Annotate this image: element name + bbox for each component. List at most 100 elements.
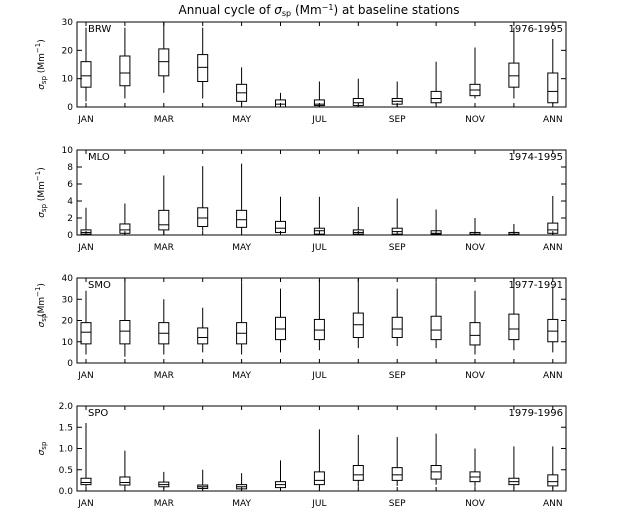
y-tick-label: 0 — [67, 359, 73, 369]
iqr-box — [313, 471, 325, 486]
box-ann — [547, 39, 559, 105]
y-tick-label: 20 — [62, 317, 74, 327]
iqr-box — [119, 223, 131, 234]
y-axis-label: σsp — [37, 313, 48, 327]
y-tick-label: 30 — [62, 18, 74, 28]
iqr-box — [391, 467, 403, 481]
box-dec — [508, 278, 520, 351]
box-mar — [158, 471, 170, 489]
box-oct — [430, 209, 442, 235]
box-jan — [80, 423, 92, 487]
box-apr — [197, 166, 209, 231]
x-tick-label: ANN — [543, 371, 563, 381]
box-sep — [391, 81, 403, 107]
iqr-box — [80, 322, 92, 345]
plot-frame — [76, 149, 567, 236]
box-aug — [352, 206, 364, 235]
x-tick-label: SEP — [389, 243, 406, 253]
iqr-box — [197, 207, 209, 228]
box-apr — [197, 469, 209, 490]
box-aug — [352, 78, 364, 107]
box-oct — [430, 433, 442, 485]
y-tick-label: 20 — [62, 46, 74, 56]
x-tick-label: MAY — [232, 115, 251, 125]
box-may — [236, 473, 248, 491]
box-apr — [197, 27, 209, 99]
period-label: 1979-1996 — [508, 408, 563, 419]
iqr-box — [391, 316, 403, 338]
box-dec — [508, 446, 520, 489]
iqr-box — [430, 315, 442, 341]
x-tick-label: JUL — [311, 115, 326, 125]
y-tick-label: 4 — [67, 197, 73, 207]
panel-brw: 0 10 20 30 JAN MAR MAY JUL SEP NOV ANN BRW 1976-1995… — [34, 18, 567, 125]
x-tick-label: JUL — [311, 499, 326, 509]
box-jun — [275, 288, 286, 353]
y-tick-label: 1.0 — [59, 445, 74, 455]
box-sep — [391, 288, 403, 346]
box-mar — [158, 175, 170, 235]
iqr-box — [508, 62, 520, 88]
x-tick-label: NOV — [465, 371, 486, 381]
plot-frame — [76, 277, 567, 364]
iqr-box — [547, 474, 559, 487]
y-tick-label: 1.5 — [59, 423, 73, 433]
y-axis-unit-label: (Mm−1) — [34, 283, 47, 317]
x-tick-label: JAN — [77, 115, 93, 125]
station-label: BRW — [88, 24, 111, 35]
box-may — [236, 282, 248, 355]
box-oct — [430, 61, 442, 105]
iqr-box — [275, 220, 286, 233]
x-tick-label: NOV — [465, 499, 486, 509]
y-tick-label: 10 — [62, 75, 74, 85]
iqr-box — [313, 318, 325, 341]
panels: 0 10 20 30 JAN MAR MAY JUL SEP NOV ANN BRW 1976-1995… — [34, 18, 567, 509]
x-tick-label: ANN — [543, 243, 563, 253]
period-label: 1976-1995 — [508, 24, 563, 35]
box-nov — [469, 218, 481, 236]
y-tick-label: 2.0 — [59, 402, 74, 412]
iqr-box — [547, 72, 559, 104]
panel-smo: 0 10 20 30 40 JAN MAR MAY JUL SEP NOV ANN SMO 1977-19… — [34, 274, 567, 381]
box-mar — [158, 22, 170, 93]
box-feb — [119, 450, 131, 488]
y-axis-label: σsp (Mm−1) — [34, 167, 48, 218]
y-tick-label: 2 — [67, 214, 73, 224]
box-nov — [469, 290, 481, 355]
box-jun — [275, 92, 286, 108]
box-sep — [391, 198, 403, 235]
iqr-box — [547, 318, 559, 343]
iqr-box — [158, 48, 170, 77]
x-tick-label: NOV — [465, 115, 486, 125]
iqr-box — [469, 322, 481, 346]
box-mar — [158, 299, 170, 355]
x-tick-label: SEP — [389, 115, 406, 125]
x-tick-label: JAN — [77, 371, 93, 381]
iqr-box — [197, 327, 209, 345]
box-jun — [275, 460, 286, 490]
box-may — [236, 67, 248, 105]
station-label: SMO — [88, 280, 111, 291]
iqr-box — [547, 222, 559, 234]
iqr-box — [275, 99, 286, 108]
box-jul — [313, 280, 325, 351]
x-tick-label: JAN — [77, 243, 93, 253]
x-tick-label: NOV — [465, 243, 486, 253]
y-tick-label: 0.5 — [59, 466, 73, 476]
box-aug — [352, 434, 364, 487]
x-tick-label: MAR — [154, 371, 174, 381]
station-label: SPO — [88, 408, 108, 419]
x-tick-label: MAR — [154, 243, 174, 253]
iqr-box — [119, 320, 131, 345]
box-jul — [313, 196, 325, 235]
iqr-box — [80, 61, 92, 88]
iqr-box — [430, 90, 442, 104]
box-oct — [430, 282, 442, 349]
x-tick-label: SEP — [389, 499, 406, 509]
iqr-box — [352, 465, 364, 481]
iqr-box — [508, 313, 520, 341]
y-tick-label: 40 — [62, 274, 74, 284]
iqr-box — [119, 55, 131, 87]
box-feb — [119, 27, 131, 99]
